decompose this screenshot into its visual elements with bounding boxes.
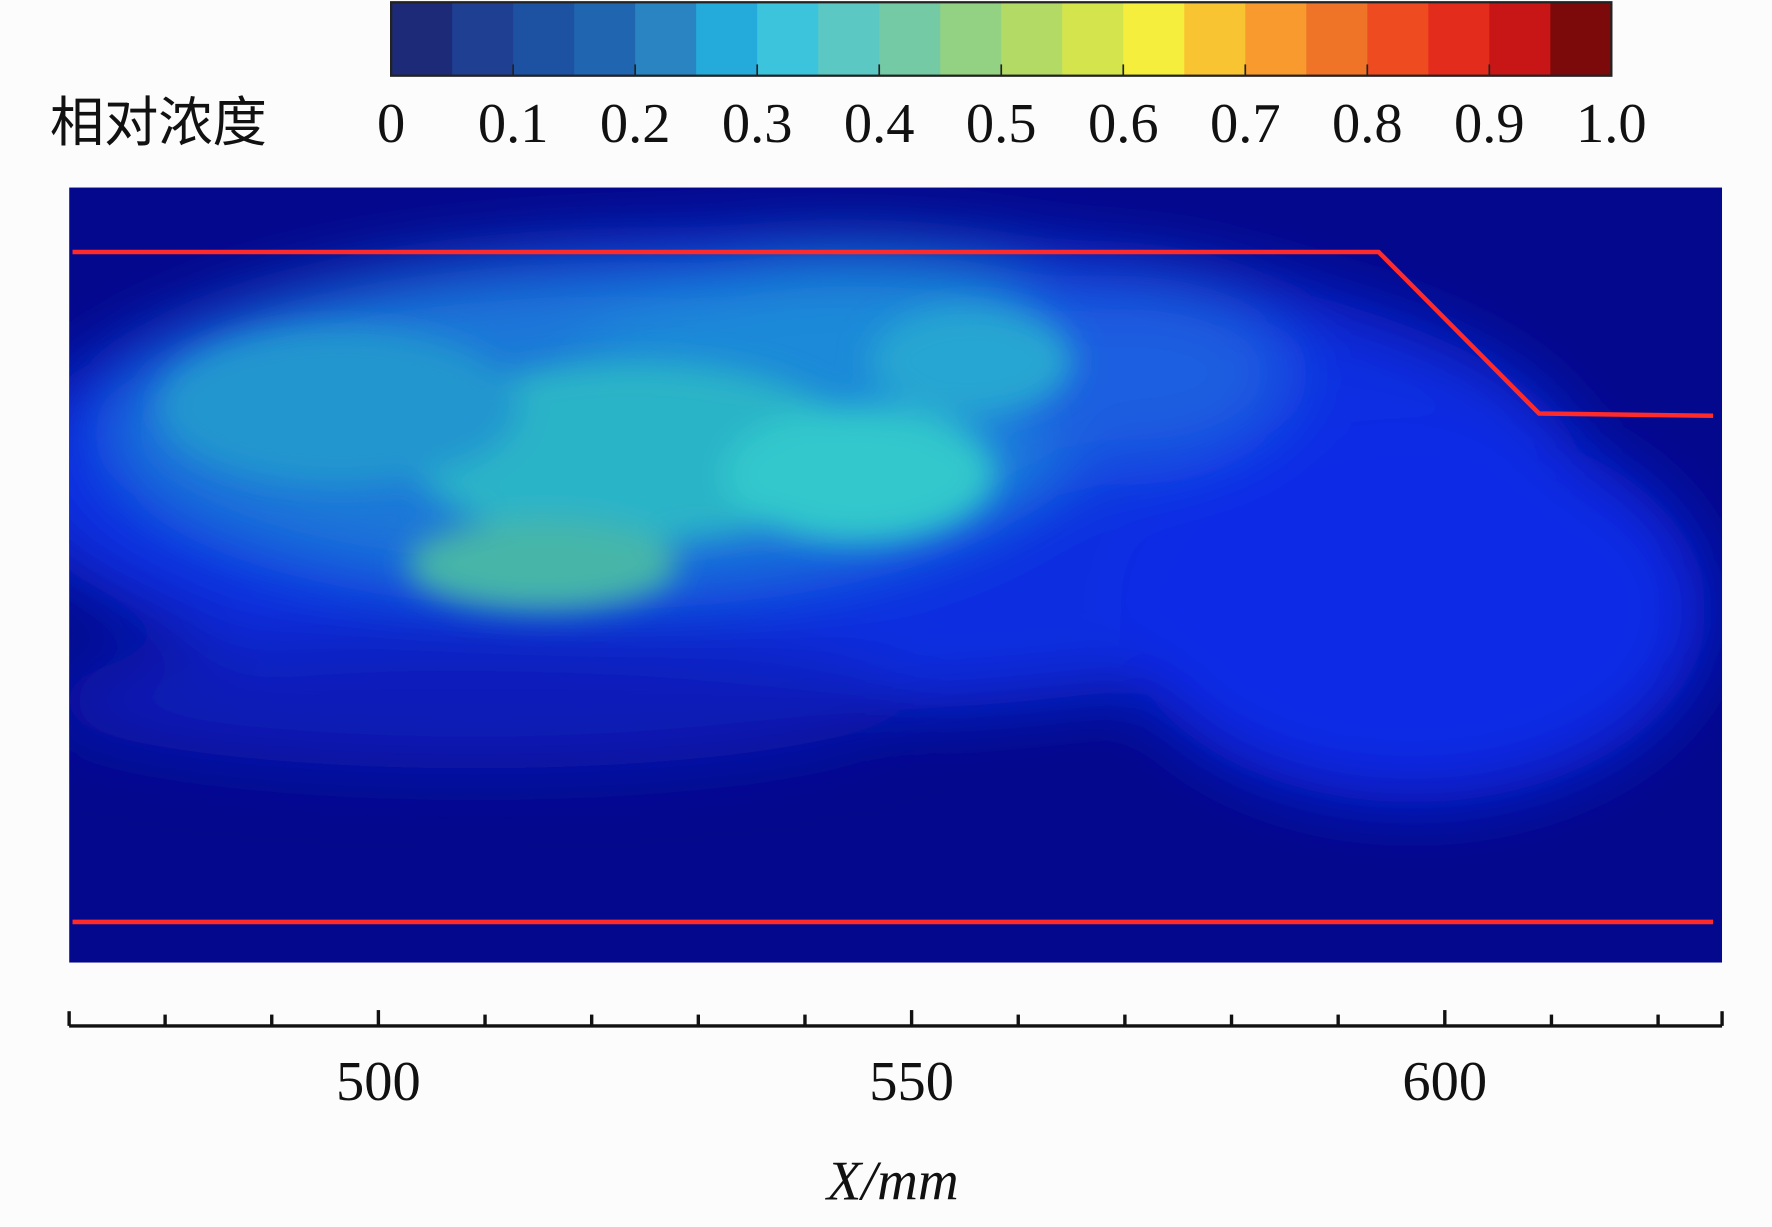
x-axis-label: X/mm	[825, 1150, 959, 1212]
colorbar-segment	[940, 2, 1002, 76]
colorbar-segment	[391, 2, 453, 76]
colorbar-segment	[1367, 2, 1429, 76]
colorbar-tick-label: 0.4	[844, 93, 915, 155]
colorbar-tick-label: 0.1	[478, 93, 549, 155]
colorbar-tick-label: 0.6	[1088, 93, 1159, 155]
colorbar-segment	[1184, 2, 1246, 76]
colorbar-tick-label: 1.0	[1576, 93, 1647, 155]
colorbar-tick-label: 0.8	[1332, 93, 1403, 155]
colorbar-segment	[574, 2, 636, 76]
colorbar-segment	[818, 2, 880, 76]
colorbar-tick-label: 0.5	[966, 93, 1037, 155]
colorbar-tick-label: 0.9	[1454, 93, 1525, 155]
colorbar-tick-label: 0.7	[1210, 93, 1281, 155]
x-tick-label: 500	[336, 1051, 421, 1113]
colorbar-segment	[1489, 2, 1551, 76]
colorbar-segment	[1062, 2, 1124, 76]
boundary-line	[72, 249, 1714, 419]
colorbar-segment	[1428, 2, 1490, 76]
colorbar-segment	[1245, 2, 1307, 76]
colorbar-tick-label: 0.2	[600, 93, 671, 155]
colorbar-segment	[635, 2, 697, 76]
colorbar-segment	[1306, 2, 1368, 76]
heatmap-highlights	[158, 305, 1074, 611]
heatmap	[69, 187, 1723, 963]
colorbar-segment	[452, 2, 514, 76]
colorbar-segment	[1001, 2, 1063, 76]
colorbar-tick-label: 0	[377, 93, 405, 155]
colorbar: 0 0.1 0.2 0.3 0.4 0.5 0.6 0.7 0.8 0.9 1.0	[377, 1, 1647, 155]
colorbar-segment	[1550, 2, 1612, 76]
colorbar-label: 相对浓度	[50, 91, 267, 154]
colorbar-segment	[696, 2, 758, 76]
colorbar-segment	[513, 2, 575, 76]
colorbar-segment	[757, 2, 819, 76]
colorbar-segment	[879, 2, 941, 76]
colorbar-tick-label: 0.3	[722, 93, 793, 155]
x-tick-label: 600	[1402, 1051, 1487, 1113]
x-tick-label: 550	[869, 1051, 954, 1113]
colorbar-segment	[1123, 2, 1185, 76]
